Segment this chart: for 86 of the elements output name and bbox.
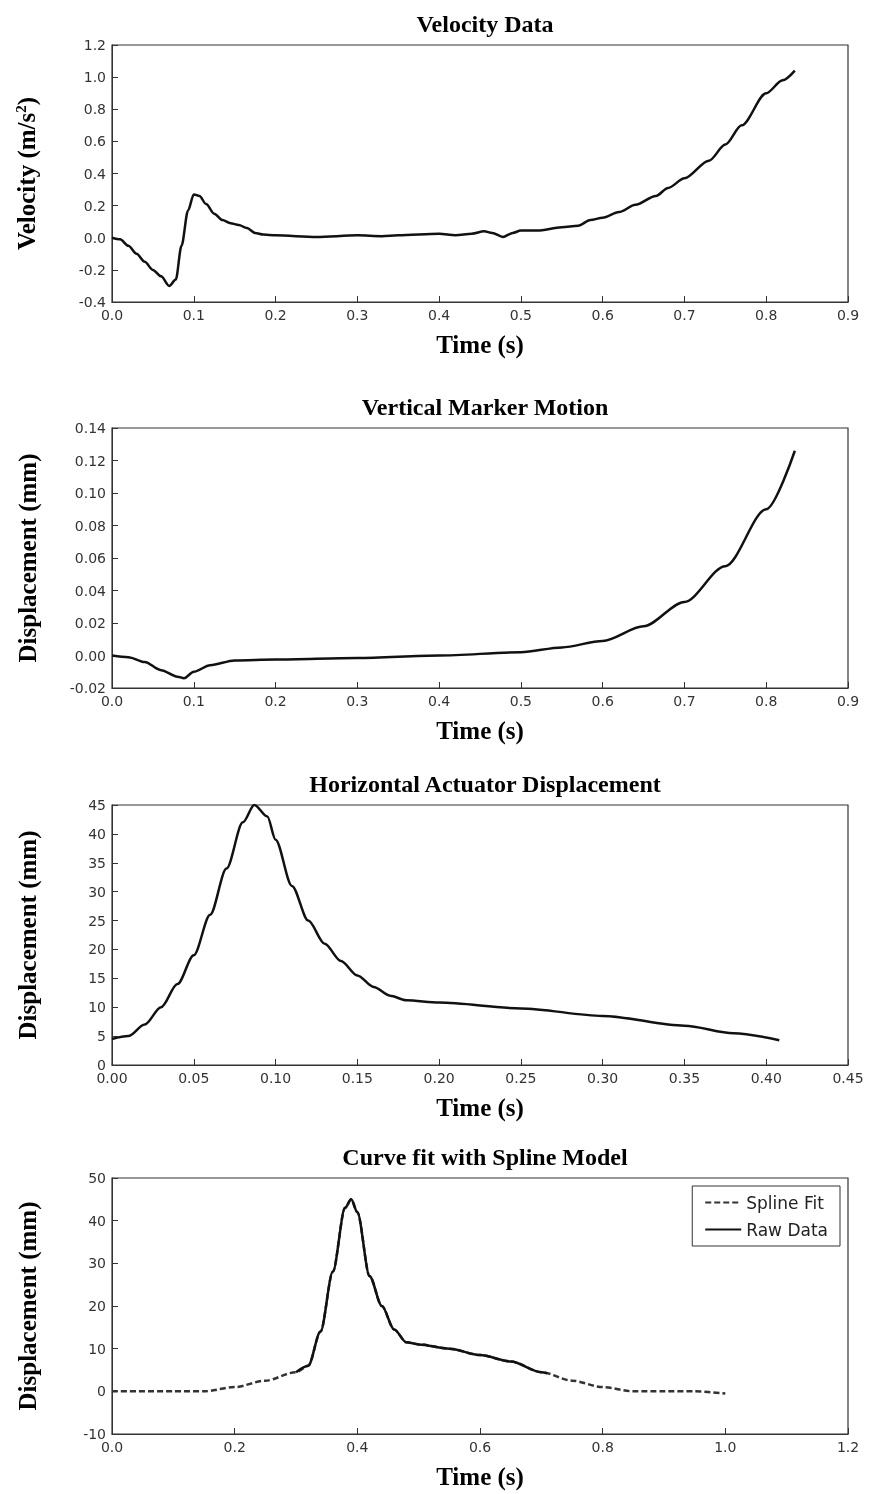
y-tick-label: 20 <box>88 1298 106 1314</box>
x-tick-label: 0.30 <box>587 1070 619 1086</box>
x-tick-label: 0.3 <box>346 693 369 709</box>
y-tick-label: 1.0 <box>83 69 106 86</box>
x-tick-label: 0.6 <box>591 693 614 709</box>
y-axis-title: Displacement (mm) <box>14 830 42 1040</box>
x-tick-label: 0.5 <box>509 307 533 323</box>
x-tick-label: 0.7 <box>673 693 696 709</box>
y-tick-label: 15 <box>88 970 106 987</box>
y-tick-label: 0.6 <box>83 133 107 150</box>
x-axis-title: Time (s) <box>436 1094 524 1122</box>
x-tick-label: 0.10 <box>259 1070 292 1086</box>
y-tick-label: 0.4 <box>83 165 107 182</box>
x-tick-label: 0.4 <box>427 307 451 323</box>
y-tick-label: 0.02 <box>74 615 106 631</box>
y-tick-label: 1.2 <box>83 37 106 53</box>
y-tick-label: 45 <box>88 797 106 813</box>
x-tick-label: 0.6 <box>591 307 614 323</box>
y-tick-label: 25 <box>88 912 106 929</box>
y-tick-label: 0 <box>97 1057 106 1073</box>
y-tick-label: -10 <box>83 1426 106 1442</box>
x-tick-label: 0.7 <box>673 307 696 323</box>
x-tick-label: 0.15 <box>341 1070 373 1086</box>
line-series <box>110 449 797 680</box>
line-series <box>294 1198 549 1375</box>
y-tick-label: 40 <box>88 1212 106 1229</box>
y-tick-label: 0.06 <box>74 550 107 566</box>
chart-title: Velocity Data <box>416 11 554 37</box>
x-tick-label: 0.2 <box>223 1439 246 1455</box>
y-axis-title: Displacement (mm) <box>14 453 42 663</box>
y-tick-label: 30 <box>88 883 106 900</box>
x-tick-label: 0.20 <box>423 1070 455 1086</box>
x-tick-label: 0.2 <box>264 693 287 709</box>
y-tick-label: 0.12 <box>74 452 106 469</box>
line-series <box>110 69 797 288</box>
x-tick-label: 0.6 <box>468 1439 492 1455</box>
chart-title: Vertical Marker Motion <box>361 394 609 420</box>
y-tick-label: 0.04 <box>74 582 107 599</box>
legend-label: Raw Data <box>746 1219 829 1240</box>
x-tick-label: 0.05 <box>178 1070 210 1086</box>
line-series <box>110 803 781 1042</box>
x-tick-label: 0.8 <box>755 307 778 323</box>
y-tick-label: 0.00 <box>74 647 106 664</box>
y-tick-label: 40 <box>88 825 106 842</box>
chart-title: Horizontal Actuator Displacement <box>309 771 661 797</box>
x-tick-label: 0.35 <box>668 1070 701 1086</box>
y-tick-label: 0.2 <box>83 197 106 214</box>
x-tick-label: 0.1 <box>182 693 205 709</box>
chart-title: Curve fit with Spline Model <box>342 1144 628 1170</box>
y-tick-label: 0.8 <box>83 101 106 118</box>
y-tick-label: -0.4 <box>78 294 107 310</box>
x-tick-label: 0.4 <box>346 1439 369 1455</box>
x-tick-label: 1.2 <box>836 1439 860 1455</box>
y-tick-label: 5 <box>97 1028 106 1045</box>
x-tick-label: 1.0 <box>714 1439 737 1455</box>
legend-label: Spline Fit <box>746 1192 825 1213</box>
x-axis-title: Time (s) <box>436 1463 524 1491</box>
x-tick-label: 0.1 <box>182 307 205 323</box>
y-axis-title: Velocity (m/s2) <box>12 96 41 251</box>
y-tick-label: 0.10 <box>74 485 106 501</box>
y-tick-label: 0 <box>97 1383 106 1400</box>
x-tick-label: 0.8 <box>591 1439 614 1455</box>
y-tick-label: 10 <box>88 1340 106 1357</box>
x-tick-label: 0.25 <box>505 1070 537 1086</box>
y-tick-label: 0.14 <box>74 420 107 436</box>
x-tick-label: 0.9 <box>836 307 860 323</box>
x-tick-label: 0.4 <box>427 693 451 709</box>
y-tick-label: -0.02 <box>69 680 106 696</box>
x-tick-label: 0.5 <box>509 693 533 709</box>
x-tick-label: 0.9 <box>836 693 860 709</box>
x-tick-label: 0.8 <box>755 693 778 709</box>
x-axis-title: Time (s) <box>436 717 524 745</box>
x-axis-title: Time (s) <box>436 331 524 359</box>
y-axis-title: Displacement (mm) <box>14 1201 42 1411</box>
y-tick-label: 30 <box>88 1255 106 1272</box>
y-tick-label: -0.2 <box>78 261 106 278</box>
y-tick-label: 35 <box>88 854 106 871</box>
y-tick-label: 20 <box>88 941 106 958</box>
x-tick-label: 0.40 <box>750 1070 782 1086</box>
y-tick-label: 0.08 <box>74 517 106 534</box>
x-tick-label: 0.3 <box>346 307 369 323</box>
y-tick-label: 50 <box>88 1170 106 1186</box>
x-tick-label: 0.45 <box>832 1070 864 1086</box>
y-tick-label: 10 <box>88 999 106 1016</box>
y-tick-label: 0.0 <box>83 229 106 246</box>
x-tick-label: 0.2 <box>264 307 287 323</box>
